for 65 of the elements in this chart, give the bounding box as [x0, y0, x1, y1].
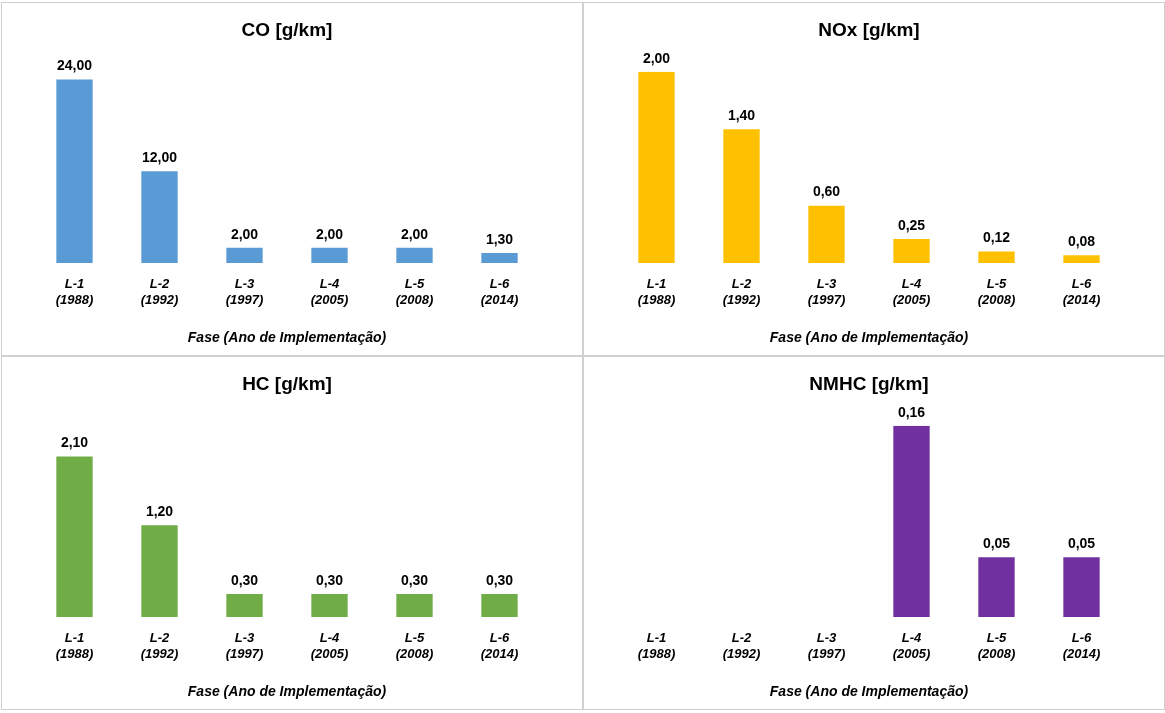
- data-label: 0,30: [400, 571, 429, 588]
- data-label: 24,00: [56, 57, 93, 74]
- x-tick-label: L-4 (2005): [310, 630, 349, 661]
- x-tick-label: L-2 (1992): [722, 276, 761, 307]
- x-tick-label: L-5 (2008): [977, 276, 1016, 307]
- x-tick-label: L-1 (1988): [55, 276, 94, 307]
- data-label: 0,16: [897, 403, 926, 420]
- data-label: 0,05: [982, 535, 1011, 552]
- bar: [56, 79, 93, 263]
- data-label: 2,10: [60, 434, 89, 451]
- chart-title: NOx [g/km]: [818, 18, 920, 40]
- x-tick-label: L-6 (2014): [1062, 630, 1101, 661]
- bar: [638, 71, 675, 263]
- x-tick-label: L-5 (2008): [395, 630, 434, 661]
- x-axis-title: Fase (Ano de Implementação): [769, 329, 969, 346]
- x-tick-label: L-6 (2014): [1062, 276, 1101, 307]
- data-label: 2,00: [230, 225, 259, 242]
- x-tick-label: L-3 (1997): [225, 630, 264, 661]
- x-tick-label: L-2 (1992): [140, 630, 179, 661]
- chart-title: CO [g/km]: [241, 18, 333, 40]
- x-tick-label: L-6 (2014): [480, 630, 519, 661]
- data-label: 0,25: [897, 216, 926, 233]
- x-tick-label: L-1 (1988): [55, 630, 94, 661]
- data-label: 1,40: [727, 107, 756, 124]
- bar: [978, 251, 1015, 263]
- data-label: 0,05: [1067, 535, 1096, 552]
- x-tick-label: L-4 (2005): [310, 276, 349, 307]
- x-tick-label: L-5 (2008): [977, 630, 1016, 661]
- data-label: 2,00: [315, 225, 344, 242]
- x-tick-label: L-1 (1988): [637, 276, 676, 307]
- x-tick-label: L-3 (1997): [225, 276, 264, 307]
- data-label: 12,00: [141, 149, 178, 166]
- x-tick-label: L-2 (1992): [140, 276, 179, 307]
- x-tick-label: L-3 (1997): [807, 630, 846, 661]
- chart-title: NMHC [g/km]: [809, 372, 929, 394]
- data-label: 0,12: [982, 229, 1011, 246]
- x-axis-title: Fase (Ano de Implementação): [769, 683, 969, 700]
- data-label: 1,30: [485, 230, 514, 247]
- chart-title: HC [g/km]: [242, 372, 332, 394]
- data-label: 0,30: [230, 571, 259, 588]
- bar: [311, 247, 348, 263]
- bar: [723, 129, 760, 263]
- x-tick-label: L-6 (2014): [480, 276, 519, 307]
- bar: [141, 171, 178, 263]
- data-label: 2,00: [642, 49, 671, 66]
- bar: [893, 239, 930, 263]
- data-label: 2,00: [400, 225, 429, 242]
- x-tick-label: L-2 (1992): [722, 630, 761, 661]
- bar: [1063, 255, 1100, 263]
- x-tick-label: L-3 (1997): [807, 276, 846, 307]
- bar: [808, 205, 845, 263]
- x-axis-title: Fase (Ano de Implementação): [187, 683, 387, 700]
- x-tick-label: L-5 (2008): [395, 276, 434, 307]
- x-tick-label: L-1 (1988): [637, 630, 676, 661]
- data-label: 0,30: [315, 571, 344, 588]
- x-tick-label: L-4 (2005): [892, 630, 931, 661]
- data-label: 0,30: [485, 571, 514, 588]
- bar: [481, 253, 518, 263]
- bar: [396, 247, 433, 263]
- data-label: 0,60: [812, 183, 841, 200]
- x-tick-label: L-4 (2005): [892, 276, 931, 307]
- bar: [226, 247, 263, 263]
- data-label: 1,20: [145, 503, 174, 520]
- data-label: 0,08: [1067, 233, 1096, 250]
- x-axis-title: Fase (Ano de Implementação): [187, 329, 387, 346]
